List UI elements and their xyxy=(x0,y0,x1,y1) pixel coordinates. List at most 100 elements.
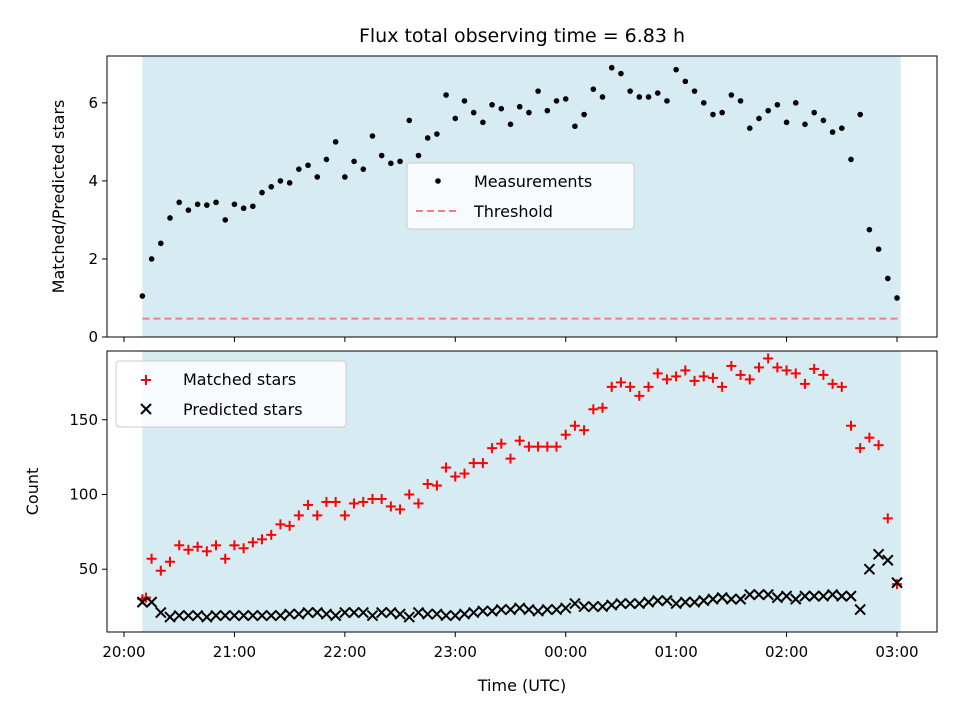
predicted-point xyxy=(385,606,397,619)
predicted-point xyxy=(569,597,581,610)
cross-b xyxy=(790,593,802,605)
predicted-point xyxy=(394,608,406,620)
predicted-point xyxy=(642,596,655,608)
matched-point xyxy=(882,513,893,524)
measurement-point xyxy=(875,246,882,252)
cross-b xyxy=(688,596,701,608)
measurement-point xyxy=(599,94,606,100)
measurement-point xyxy=(811,109,817,116)
predicted-point xyxy=(560,602,572,614)
matched-point xyxy=(505,453,516,464)
predicted-point xyxy=(817,590,830,602)
measurement-point xyxy=(167,215,173,221)
matched-point xyxy=(643,381,654,392)
measurement-point xyxy=(240,205,247,212)
measurement-point xyxy=(204,202,210,208)
measurement-point xyxy=(388,160,394,167)
measurement-point xyxy=(213,199,219,206)
measurement-point xyxy=(323,156,330,163)
predicted-point xyxy=(836,590,848,602)
predicted-point xyxy=(790,593,802,605)
cross-b xyxy=(698,594,710,607)
measurement-point xyxy=(277,178,284,184)
cross-b xyxy=(339,606,351,619)
measurement-point xyxy=(507,121,514,128)
cross-b xyxy=(560,602,572,614)
measurement-point xyxy=(792,100,799,106)
cross-b xyxy=(661,594,673,607)
predicted-point xyxy=(652,594,664,607)
cross-b xyxy=(467,606,480,619)
cross-b xyxy=(265,609,277,622)
predicted-point xyxy=(164,611,176,623)
x-tick-label: 02:00 xyxy=(765,643,808,661)
measurement-points xyxy=(139,64,900,301)
measurement-point xyxy=(148,256,155,262)
matched-point xyxy=(174,540,185,551)
predicted-point xyxy=(366,609,379,622)
bottom-legend-box xyxy=(115,360,347,428)
legend-threshold-label: Threshold xyxy=(473,202,553,221)
legend-measurements-marker xyxy=(435,178,441,184)
x-tick-label: 00:00 xyxy=(544,643,587,661)
predicted-point xyxy=(155,606,167,619)
matched-point xyxy=(698,371,709,382)
predicted-point xyxy=(578,600,590,613)
predicted-point xyxy=(587,600,600,613)
cross-b xyxy=(679,596,692,608)
predicted-point xyxy=(302,606,314,619)
cross-b xyxy=(596,600,609,613)
matched-point xyxy=(809,363,820,374)
measurement-point xyxy=(710,111,716,118)
measurement-point xyxy=(756,115,762,122)
predicted-point xyxy=(293,608,305,620)
measurement-point xyxy=(470,109,477,116)
measurement-point xyxy=(176,199,183,206)
predicted-point xyxy=(228,609,241,622)
cross-b xyxy=(182,609,195,622)
measurement-point xyxy=(691,88,698,94)
matched-point xyxy=(431,480,442,491)
matched-point xyxy=(339,510,350,521)
top-axis-ticks: 0 2 4 6 xyxy=(88,94,898,346)
cross-b xyxy=(431,608,443,620)
cross-b xyxy=(375,606,388,619)
x-tick-label: 21:00 xyxy=(213,643,256,661)
measurement-point xyxy=(673,66,679,73)
legend-matched-label: Matched stars xyxy=(183,370,296,389)
predicted-point xyxy=(513,602,526,614)
cross-b xyxy=(219,609,231,622)
predicted-point xyxy=(431,608,443,620)
measurement-point xyxy=(342,174,348,180)
measurement-point xyxy=(443,92,449,98)
predicted-point xyxy=(661,594,673,607)
predicted-point xyxy=(440,609,452,622)
measurement-point xyxy=(654,90,661,96)
predicted-point xyxy=(237,609,250,622)
predicted-point xyxy=(191,609,204,622)
matched-point xyxy=(790,368,801,379)
cross-b xyxy=(513,602,526,614)
cross-b xyxy=(532,605,544,617)
cross-b xyxy=(652,594,664,607)
measurement-point xyxy=(406,117,413,124)
measurement-point xyxy=(305,162,311,169)
predicted-point xyxy=(845,590,857,602)
cross-b xyxy=(615,597,627,610)
cross-b xyxy=(136,596,149,608)
matched-point xyxy=(726,360,737,371)
matched-point xyxy=(367,493,378,504)
measurement-point xyxy=(562,96,569,102)
measurement-point xyxy=(636,94,643,100)
measurement-point xyxy=(369,133,376,139)
predicted-point xyxy=(670,597,682,610)
cross-b xyxy=(357,606,369,619)
cross-b xyxy=(734,593,747,605)
predicted-point xyxy=(863,563,876,575)
predicted-point xyxy=(265,609,277,622)
cross-b xyxy=(486,605,498,617)
top-legend: Measurements Threshold xyxy=(406,162,635,230)
predicted-point xyxy=(339,606,351,619)
matched-point xyxy=(855,443,866,454)
cross-b xyxy=(311,606,323,619)
